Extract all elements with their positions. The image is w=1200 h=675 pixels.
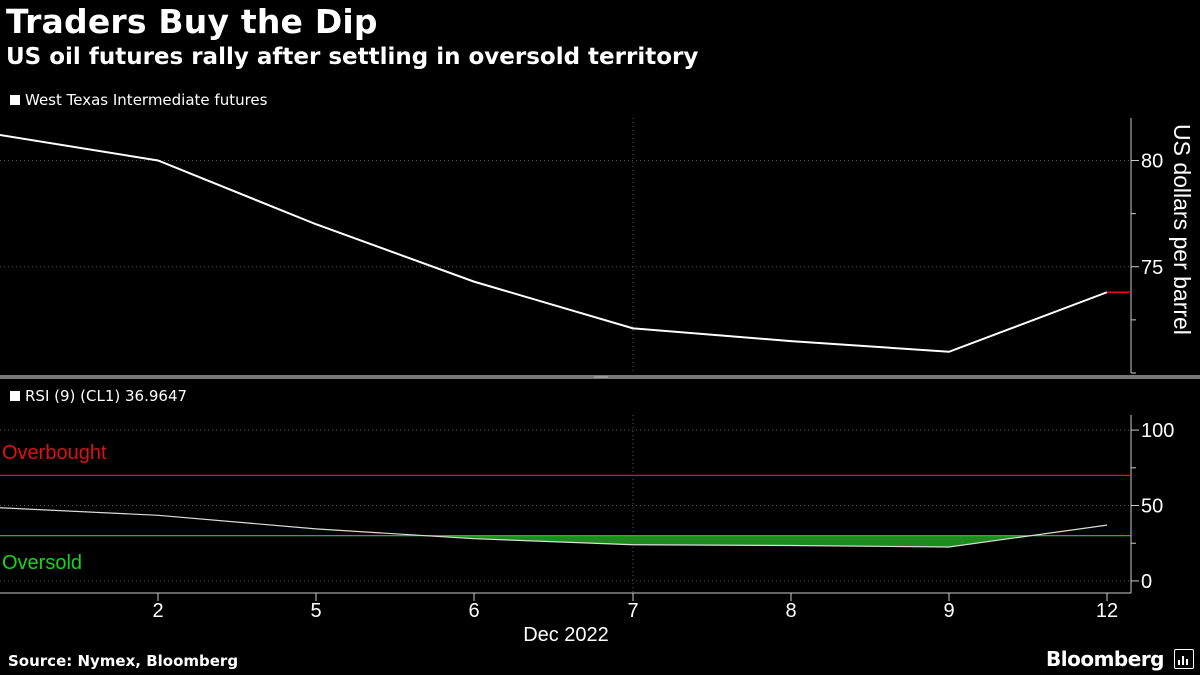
overbought-label: Overbought [2, 442, 107, 464]
price-legend-label: West Texas Intermediate futures [25, 91, 268, 109]
x-tick-label: 7 [627, 600, 638, 622]
chart-title: Traders Buy the Dip [6, 2, 378, 41]
rsi-line [0, 507, 1108, 548]
rsi-tick-label: 50 [1141, 496, 1163, 518]
x-tick-label: 5 [310, 600, 321, 622]
chart-subtitle: US oil futures rally after settling in o… [6, 44, 699, 70]
x-tick-label: 8 [785, 600, 796, 622]
price-line [0, 134, 1108, 353]
x-axis: 2 5 6 7 8 9 12 Dec 2022 [0, 592, 1131, 646]
panel-divider[interactable] [0, 375, 1200, 379]
price-panel: 75 80 US dollars per barrel [0, 118, 1195, 374]
bloomberg-logo: Bloomberg [1046, 647, 1164, 671]
x-tick-label: 9 [943, 600, 954, 622]
price-legend: West Texas Intermediate futures [10, 91, 267, 109]
price-tick-label: 80 [1141, 151, 1163, 173]
rsi-panel: 0 50 100 Overbought Oversold [0, 415, 1174, 593]
x-tick-label: 6 [468, 600, 479, 622]
rsi-legend: RSI (9) (CL1) 36.9647 [10, 387, 187, 405]
oversold-fill-area [0, 535, 1107, 547]
oversold-label: Oversold [2, 552, 82, 574]
x-month-label: Dec 2022 [523, 624, 609, 646]
rsi-tick-label: 0 [1141, 571, 1152, 593]
rsi-legend-label: RSI (9) (CL1) 36.9647 [25, 387, 188, 405]
x-tick-label: 2 [152, 600, 163, 622]
price-tick-label: 75 [1141, 257, 1163, 279]
legend-swatch-icon [10, 391, 20, 401]
bloomberg-terminal-icon [1174, 649, 1194, 669]
source-note: Source: Nymex, Bloomberg [8, 652, 239, 670]
legend-swatch-icon [10, 95, 20, 105]
rsi-tick-label: 100 [1141, 420, 1174, 442]
price-axis-label: US dollars per barrel [1169, 124, 1195, 335]
x-tick-label: 12 [1096, 600, 1118, 622]
